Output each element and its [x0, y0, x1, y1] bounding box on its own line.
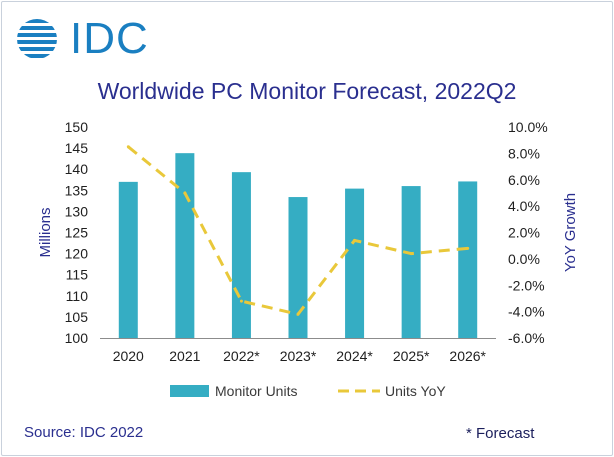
- bar-2022*: [231, 172, 251, 338]
- y2-tick-label: -4.0%: [508, 304, 545, 320]
- source-note: Source: IDC 2022: [24, 424, 144, 441]
- y2-tick-label: -6.0%: [508, 330, 545, 346]
- x-tick-label: 2024*: [336, 348, 373, 364]
- yoy-point-2024*: [353, 238, 357, 242]
- y2-tick-label: 10.0%: [508, 119, 548, 135]
- legend-label-units-yoy: Units YoY: [385, 383, 446, 399]
- bar-2025*: [401, 186, 421, 338]
- y-tick-label: 120: [65, 246, 89, 262]
- x-tick-label: 2023*: [280, 348, 317, 364]
- y-tick-label: 100: [65, 330, 89, 346]
- globe-icon: [17, 19, 57, 58]
- bars-layer: [118, 153, 478, 338]
- legend-swatch-monitor-units: [170, 385, 209, 397]
- logo-text: IDC: [70, 14, 149, 63]
- bar-2021: [175, 153, 195, 338]
- yoy-point-2022*: [239, 299, 243, 303]
- y2-tick-label: 6.0%: [508, 172, 540, 188]
- line-layer: [126, 145, 470, 316]
- axes-layer: 100 105 110 115 120 125 130 135 140 145 150 -6.0% -4…: [37, 119, 579, 364]
- bar-2026*: [458, 181, 478, 338]
- y2-tick-label: 8.0%: [508, 145, 540, 161]
- forecast-note: * Forecast: [466, 425, 535, 442]
- yoy-point-2023*: [296, 312, 300, 316]
- x-tick-label: 2026*: [449, 348, 486, 364]
- y2-tick-label: 4.0%: [508, 198, 540, 214]
- yoy-point-2020: [126, 145, 130, 149]
- yoy-point-2025*: [409, 252, 413, 256]
- yoy-point-2021: [183, 191, 187, 195]
- y-tick-label: 135: [65, 182, 89, 198]
- y-tick-label: 125: [65, 225, 89, 241]
- chart-title: Worldwide PC Monitor Forecast, 2022Q2: [97, 78, 517, 104]
- bar-2024*: [345, 188, 365, 338]
- y-tick-label: 145: [65, 140, 89, 156]
- legend: Monitor Units Units YoY: [170, 383, 446, 399]
- y-tick-label: 110: [66, 288, 89, 304]
- x-tick-label: 2020: [113, 348, 144, 364]
- y-axis-title: Millions: [37, 207, 54, 257]
- y2-tick-label: -2.0%: [508, 277, 545, 293]
- y2-tick-label: 2.0%: [508, 225, 540, 241]
- yoy-point-2026*: [466, 246, 470, 250]
- x-tick-label: 2021: [169, 348, 200, 364]
- y-tick-label: 150: [65, 119, 89, 135]
- x-tick-label: 2022*: [223, 348, 260, 364]
- bar-2020: [118, 181, 138, 338]
- y-tick-label: 140: [65, 161, 89, 177]
- bar-2023*: [288, 197, 308, 338]
- y-tick-label: 130: [65, 203, 89, 219]
- y-tick-label: 105: [65, 309, 89, 325]
- y-tick-label: 115: [66, 267, 89, 283]
- y2-axis-title: YoY Growth: [562, 193, 579, 272]
- legend-label-monitor-units: Monitor Units: [215, 383, 297, 399]
- x-tick-label: 2025*: [393, 348, 430, 364]
- y2-tick-label: 0.0%: [508, 251, 540, 267]
